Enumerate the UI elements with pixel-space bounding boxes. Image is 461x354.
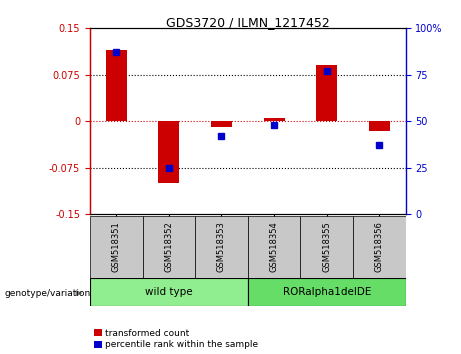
Bar [248,216,301,278]
Bar [90,216,142,278]
Text: GSM518356: GSM518356 [375,222,384,272]
Bar [248,278,406,306]
Text: GSM518351: GSM518351 [112,222,121,272]
Bar [158,121,179,183]
Bar [142,216,195,278]
Bar [264,118,284,121]
Text: RORalpha1delDE: RORalpha1delDE [283,287,371,297]
Text: GDS3720 / ILMN_1217452: GDS3720 / ILMN_1217452 [165,16,330,29]
Legend: transformed count, percentile rank within the sample: transformed count, percentile rank withi… [95,329,258,349]
Bar [195,216,248,278]
Bar [106,50,127,121]
Bar [369,121,390,131]
Text: wild type: wild type [145,287,193,297]
Text: genotype/variation: genotype/variation [5,289,91,298]
Bar [211,121,232,127]
Text: GSM518353: GSM518353 [217,222,226,272]
Bar [301,216,353,278]
Text: GSM518355: GSM518355 [322,222,331,272]
Bar [90,278,248,306]
Text: GSM518352: GSM518352 [164,222,173,272]
Bar [316,65,337,121]
Bar [353,216,406,278]
Text: GSM518354: GSM518354 [270,222,278,272]
